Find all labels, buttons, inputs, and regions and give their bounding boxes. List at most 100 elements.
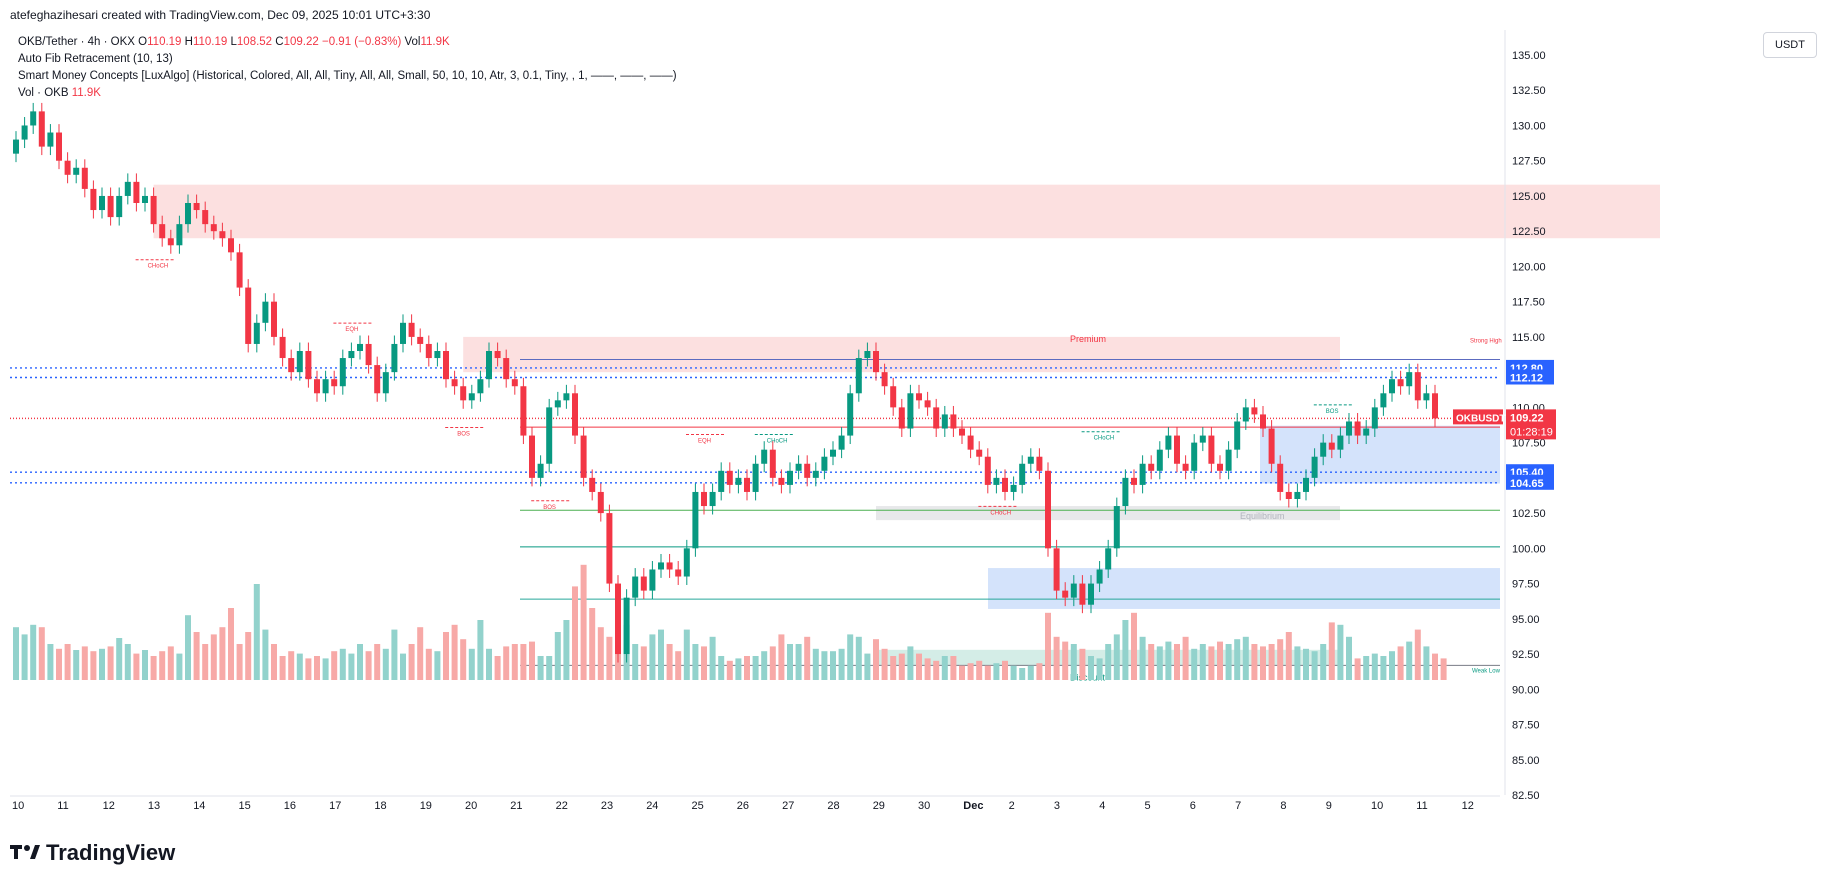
- candle-body: [726, 470, 733, 485]
- volume-bar: [1380, 656, 1387, 680]
- annotation-choch: CHoCH: [148, 264, 169, 270]
- change-value: −0.91 (−0.83%): [322, 36, 402, 48]
- volume-bar: [916, 653, 922, 680]
- volume-bar: [1096, 658, 1103, 680]
- candle-body: [1139, 463, 1146, 485]
- h-label: H: [184, 36, 193, 48]
- candle-body: [787, 470, 793, 485]
- volume-bar: [176, 653, 183, 680]
- candle-body: [649, 569, 656, 591]
- candle-body: [1397, 379, 1404, 387]
- candle-body: [460, 386, 467, 401]
- price-tick: 120.00: [1512, 261, 1546, 273]
- candle-body: [150, 195, 157, 225]
- annotation-choch: CHoCH: [767, 439, 788, 445]
- candle-body: [589, 477, 596, 492]
- candle-body: [1311, 456, 1318, 478]
- candle-body: [417, 336, 424, 344]
- price-tick: 127.50: [1512, 156, 1546, 168]
- volume-bar: [537, 656, 544, 680]
- volume-bar: [658, 629, 664, 680]
- volume-bar: [1122, 620, 1129, 680]
- last-price-bg: [1506, 409, 1556, 440]
- tradingview-logo[interactable]: TradingView: [10, 840, 175, 866]
- time-tick: 13: [148, 800, 160, 812]
- candle-body: [1113, 506, 1120, 549]
- volume-bar: [554, 632, 561, 680]
- volume-bar: [1320, 644, 1327, 680]
- volume-bar: [391, 629, 398, 680]
- volume-bar: [821, 651, 828, 680]
- volume-bar: [529, 641, 535, 680]
- candle-body: [529, 435, 535, 478]
- candle-body: [1045, 470, 1051, 549]
- symbol-title[interactable]: OKB/Tether · 4h · OKX: [18, 36, 135, 48]
- time-tick: 9: [1326, 800, 1332, 812]
- volume-bar: [30, 624, 37, 680]
- volume-bar: [374, 644, 381, 680]
- currency-button[interactable]: USDT: [1763, 32, 1817, 58]
- candle-body: [795, 463, 802, 471]
- time-tick: 18: [374, 800, 386, 812]
- symbol-tag: OKBUSDT: [1456, 413, 1505, 424]
- candle-body: [30, 111, 37, 126]
- volume-bar: [400, 653, 406, 680]
- time-tick: 22: [556, 800, 568, 812]
- volume-bar: [1363, 656, 1370, 680]
- candle-body: [701, 491, 707, 507]
- candle-body: [1260, 414, 1266, 429]
- candle-body: [253, 322, 260, 344]
- price-tick: 122.50: [1512, 226, 1546, 238]
- candle-body: [1053, 548, 1060, 591]
- volume-bar: [709, 636, 716, 680]
- candle-body: [546, 407, 553, 464]
- time-tick: 4: [1099, 800, 1105, 812]
- candle-body: [1122, 477, 1129, 507]
- candle-body: [1096, 569, 1103, 584]
- candle-body: [1174, 435, 1180, 464]
- volume-bar: [580, 564, 587, 680]
- volume-bar: [1397, 646, 1404, 680]
- volume-bar: [1440, 658, 1447, 680]
- candle-body: [1079, 583, 1086, 605]
- volume-bar: [279, 656, 286, 680]
- author-line: atefeghazihesari created with TradingVie…: [10, 8, 431, 22]
- volume-bar: [1148, 644, 1155, 680]
- indicator-smc[interactable]: Smart Money Concepts [LuxAlgo] (Historic…: [18, 70, 677, 82]
- candle-body: [1277, 463, 1284, 492]
- indicator-fib[interactable]: Auto Fib Retracement (10, 13): [18, 53, 173, 65]
- indicator-vol-row[interactable]: Vol · OKB 11.9K: [18, 85, 677, 102]
- candle-body: [1217, 463, 1223, 471]
- annotation-choch: CHoCH: [990, 510, 1011, 516]
- tradingview-logo-icon: [10, 845, 40, 859]
- zone-label-2: Equilibrium: [1240, 511, 1285, 521]
- candle-body: [623, 597, 630, 655]
- candle-body: [1414, 372, 1421, 401]
- candle-body: [632, 576, 639, 598]
- volume-bar: [434, 651, 441, 680]
- volume-bar: [1191, 648, 1198, 680]
- volume-bar: [494, 656, 501, 680]
- candle-body: [38, 111, 45, 147]
- candle-body: [597, 491, 604, 514]
- volume-bar: [339, 648, 346, 680]
- volume-bar: [159, 651, 166, 680]
- price-tick: 117.50: [1512, 297, 1545, 309]
- candle-body: [1432, 393, 1438, 419]
- volume-bar: [1406, 641, 1413, 680]
- volume-bar: [1260, 646, 1266, 680]
- volume-bar: [503, 646, 510, 680]
- volume-bar: [1346, 636, 1352, 680]
- candle-body: [1062, 590, 1069, 598]
- candle-body: [1354, 421, 1361, 436]
- candle-body: [967, 435, 974, 450]
- time-tick: 28: [827, 800, 839, 812]
- candle-body: [735, 477, 742, 485]
- time-tick: 24: [646, 800, 658, 812]
- candle-body: [1423, 393, 1430, 401]
- candle-body: [408, 322, 415, 337]
- volume-bar: [228, 608, 234, 680]
- candle-body: [778, 477, 785, 485]
- volume-bar: [202, 644, 209, 680]
